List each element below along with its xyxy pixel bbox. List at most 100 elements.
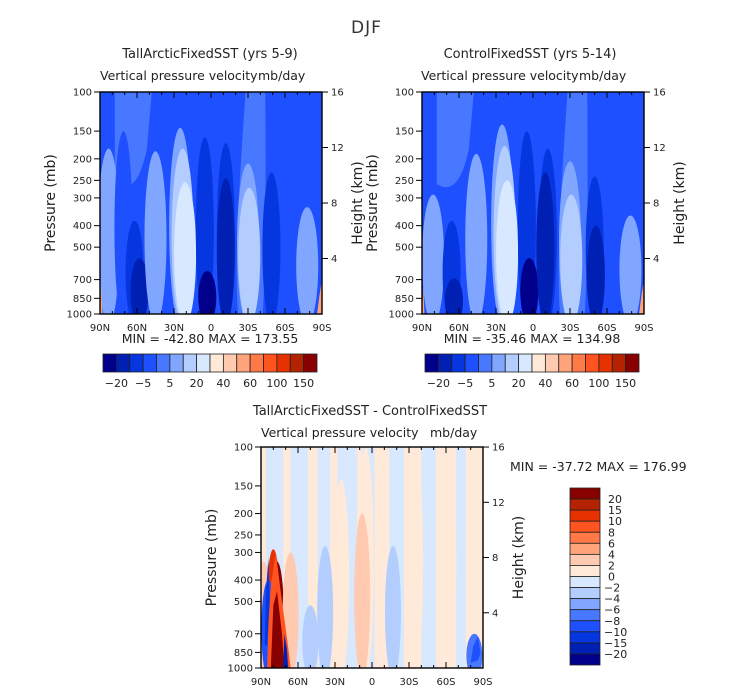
y-tick-label: 150 bbox=[234, 481, 253, 492]
colorbar-label: 60 bbox=[565, 377, 579, 390]
colorbar-label: −6 bbox=[604, 604, 620, 617]
colorbar-swatch bbox=[518, 353, 533, 373]
colorbar-label: −15 bbox=[604, 637, 627, 650]
panel-3-subtitle-right: mb/day bbox=[430, 425, 478, 440]
contour-feature bbox=[560, 194, 583, 314]
y-right-tick-label: 4 bbox=[492, 608, 498, 619]
contour-feature bbox=[198, 270, 217, 314]
colorbar-swatch bbox=[169, 353, 184, 373]
y-right-tick-label: 12 bbox=[492, 498, 505, 509]
colorbar-swatch bbox=[276, 353, 291, 373]
contour-feature bbox=[100, 148, 120, 314]
colorbar-swatch bbox=[115, 353, 131, 373]
panel-2-subtitle-left: Vertical pressure velocity bbox=[421, 68, 579, 83]
contour-field bbox=[100, 92, 322, 314]
x-tick-label: 0 bbox=[208, 323, 214, 334]
contour-feature-blue bbox=[264, 558, 270, 647]
contour-feature bbox=[317, 545, 334, 668]
y-right-tick-label: 12 bbox=[331, 143, 344, 154]
colorbar-label: −20 bbox=[427, 377, 450, 390]
contour-feature bbox=[302, 605, 319, 668]
colorbar-swatch bbox=[249, 353, 264, 373]
colorbar-label: 20 bbox=[512, 377, 526, 390]
contour-feature bbox=[333, 479, 350, 668]
colorbar-label: 15 bbox=[608, 504, 622, 517]
y-tick-label: 700 bbox=[234, 629, 253, 640]
colorbar-swatch bbox=[569, 620, 601, 633]
colorbar-label: 5 bbox=[166, 377, 173, 390]
y-axis-label: Pressure (mb) bbox=[365, 154, 381, 252]
colorbar-label: −10 bbox=[604, 626, 627, 639]
x-tick-label: 30N bbox=[325, 677, 345, 688]
y-tick-label: 850 bbox=[395, 294, 414, 305]
colorbar-label: 20 bbox=[608, 493, 622, 506]
x-tick-label: 0 bbox=[369, 677, 375, 688]
colorbar-label: −8 bbox=[604, 615, 620, 628]
x-tick-label: 60S bbox=[275, 323, 294, 334]
contour-feature bbox=[174, 182, 197, 314]
colorbar-label: −4 bbox=[604, 593, 620, 606]
colorbar-label: 40 bbox=[538, 377, 552, 390]
colorbar-swatch bbox=[569, 609, 601, 622]
y-tick-label: 200 bbox=[73, 154, 92, 165]
colorbar-swatch bbox=[222, 353, 238, 373]
colorbar-swatch bbox=[156, 353, 171, 373]
colorbar-swatch bbox=[569, 553, 601, 566]
contour-feature bbox=[195, 137, 214, 314]
colorbar-swatch bbox=[424, 353, 439, 373]
y-tick-label: 700 bbox=[73, 275, 92, 286]
y-tick-label: 1000 bbox=[228, 664, 253, 675]
contour-band bbox=[455, 447, 466, 668]
colorbar-swatch bbox=[569, 587, 601, 600]
colorbar: −20 −5 5 20 40 60 100 150 bbox=[424, 353, 640, 390]
colorbar-swatch bbox=[569, 642, 601, 655]
y-tick-label: 300 bbox=[73, 193, 92, 204]
contour-feature-darkred bbox=[270, 591, 285, 668]
colorbar-label: −5 bbox=[135, 377, 151, 390]
contour-feature bbox=[619, 215, 642, 314]
contour-feature bbox=[407, 447, 424, 668]
colorbar-label: 2 bbox=[608, 559, 615, 572]
contour-band bbox=[421, 447, 437, 668]
x-tick-label: 30N bbox=[164, 323, 184, 334]
colorbar-swatch bbox=[569, 498, 601, 511]
contour-field bbox=[261, 447, 483, 668]
colorbar-swatch bbox=[569, 598, 601, 611]
colorbar-swatch bbox=[209, 353, 224, 373]
contour-feature bbox=[130, 258, 149, 314]
contour-feature bbox=[238, 187, 261, 314]
y-tick-label: 250 bbox=[234, 530, 253, 541]
x-tick-label: 30N bbox=[486, 323, 506, 334]
colorbar-swatch bbox=[504, 353, 520, 373]
colorbar-label: 100 bbox=[588, 377, 609, 390]
colorbar-swatch bbox=[585, 353, 600, 373]
y-tick-label: 150 bbox=[73, 127, 92, 138]
x-tick-label: 30S bbox=[238, 323, 257, 334]
contour-feature bbox=[422, 194, 445, 314]
y-tick-label: 300 bbox=[395, 193, 414, 204]
x-tick-label: 90N bbox=[251, 677, 271, 688]
contour-feature bbox=[262, 172, 281, 314]
colorbar-swatch bbox=[491, 353, 506, 373]
colorbar-swatch bbox=[102, 353, 117, 373]
panel-1-subtitle-left: Vertical pressure velocity bbox=[100, 68, 258, 83]
colorbar-swatch bbox=[531, 353, 546, 373]
colorbar-label: −5 bbox=[457, 377, 473, 390]
colorbar: −20 −5 5 20 40 60 100 150 bbox=[102, 353, 318, 390]
contour-feature bbox=[440, 447, 457, 668]
y-tick-label: 1000 bbox=[67, 310, 92, 321]
y-right-tick-label: 8 bbox=[492, 553, 498, 564]
y-tick-label: 500 bbox=[395, 243, 414, 254]
y-right-tick-label: 16 bbox=[492, 443, 505, 454]
y-axis-label: Pressure (mb) bbox=[43, 154, 59, 252]
y-tick-label: 500 bbox=[234, 597, 253, 608]
colorbar-label: 6 bbox=[608, 537, 615, 550]
contour-feature bbox=[496, 180, 519, 314]
colorbar-swatch bbox=[569, 509, 601, 522]
x-tick-label: 60S bbox=[436, 677, 455, 688]
x-tick-label: 90N bbox=[90, 323, 110, 334]
colorbar-label: 150 bbox=[615, 377, 636, 390]
contour-feature bbox=[216, 178, 235, 314]
